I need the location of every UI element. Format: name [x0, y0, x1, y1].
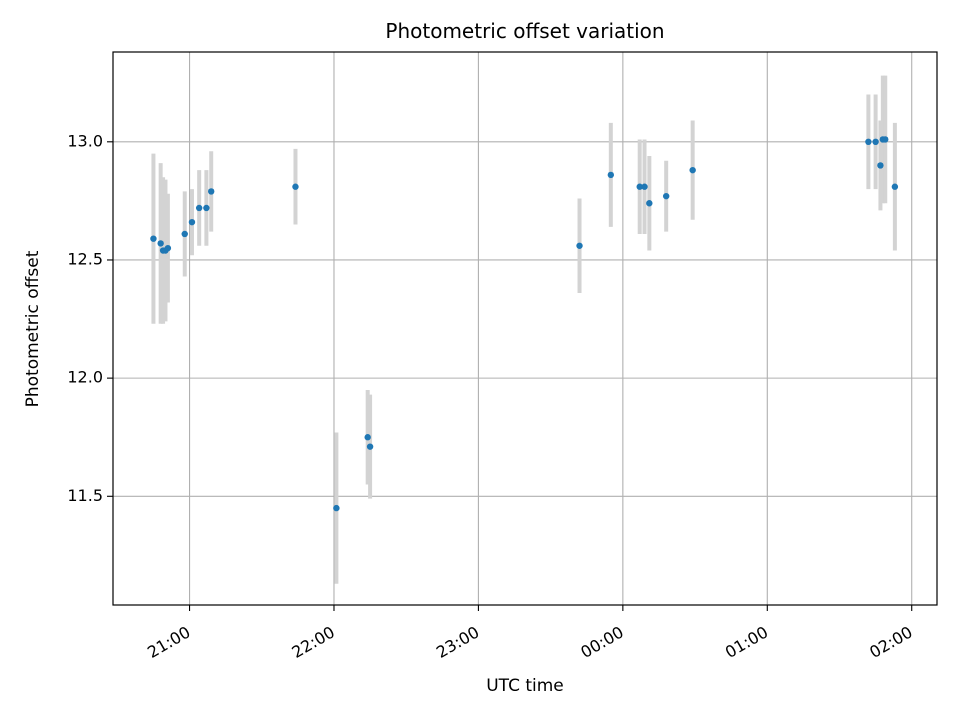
data-point	[646, 200, 653, 207]
data-point	[636, 183, 643, 190]
data-point	[157, 240, 164, 247]
y-tick-label: 13.0	[67, 131, 103, 150]
data-point	[877, 162, 884, 169]
data-point	[576, 242, 583, 249]
y-axis-title: Photometric offset	[23, 250, 43, 407]
data-point	[366, 443, 374, 450]
data-point	[891, 183, 899, 190]
data-point	[333, 504, 340, 512]
data-point	[872, 138, 879, 146]
data-point	[203, 204, 210, 212]
y-tick-label: 12.0	[67, 368, 103, 387]
x-axis-title: UTC time	[486, 676, 564, 696]
data-point	[641, 183, 648, 190]
data-point	[150, 235, 157, 242]
grid	[113, 52, 937, 605]
data-point	[181, 230, 188, 238]
data-point	[364, 434, 371, 441]
data-point	[208, 188, 215, 195]
data-point	[195, 204, 203, 212]
chart-title: Photometric offset variation	[385, 19, 664, 43]
data-point	[292, 183, 299, 190]
data-points	[150, 136, 899, 512]
data-point	[689, 166, 696, 174]
data-point	[882, 136, 889, 143]
y-axis-ticks: 11.5 12.0 12.5 13.0	[67, 131, 113, 505]
data-point	[607, 171, 615, 179]
y-tick-label: 11.5	[67, 486, 103, 505]
data-point	[662, 192, 670, 200]
plot-area-frame	[112, 51, 938, 606]
data-point	[188, 218, 196, 226]
data-point	[164, 244, 172, 252]
data-point	[865, 138, 872, 146]
y-tick-label: 12.5	[67, 249, 103, 268]
